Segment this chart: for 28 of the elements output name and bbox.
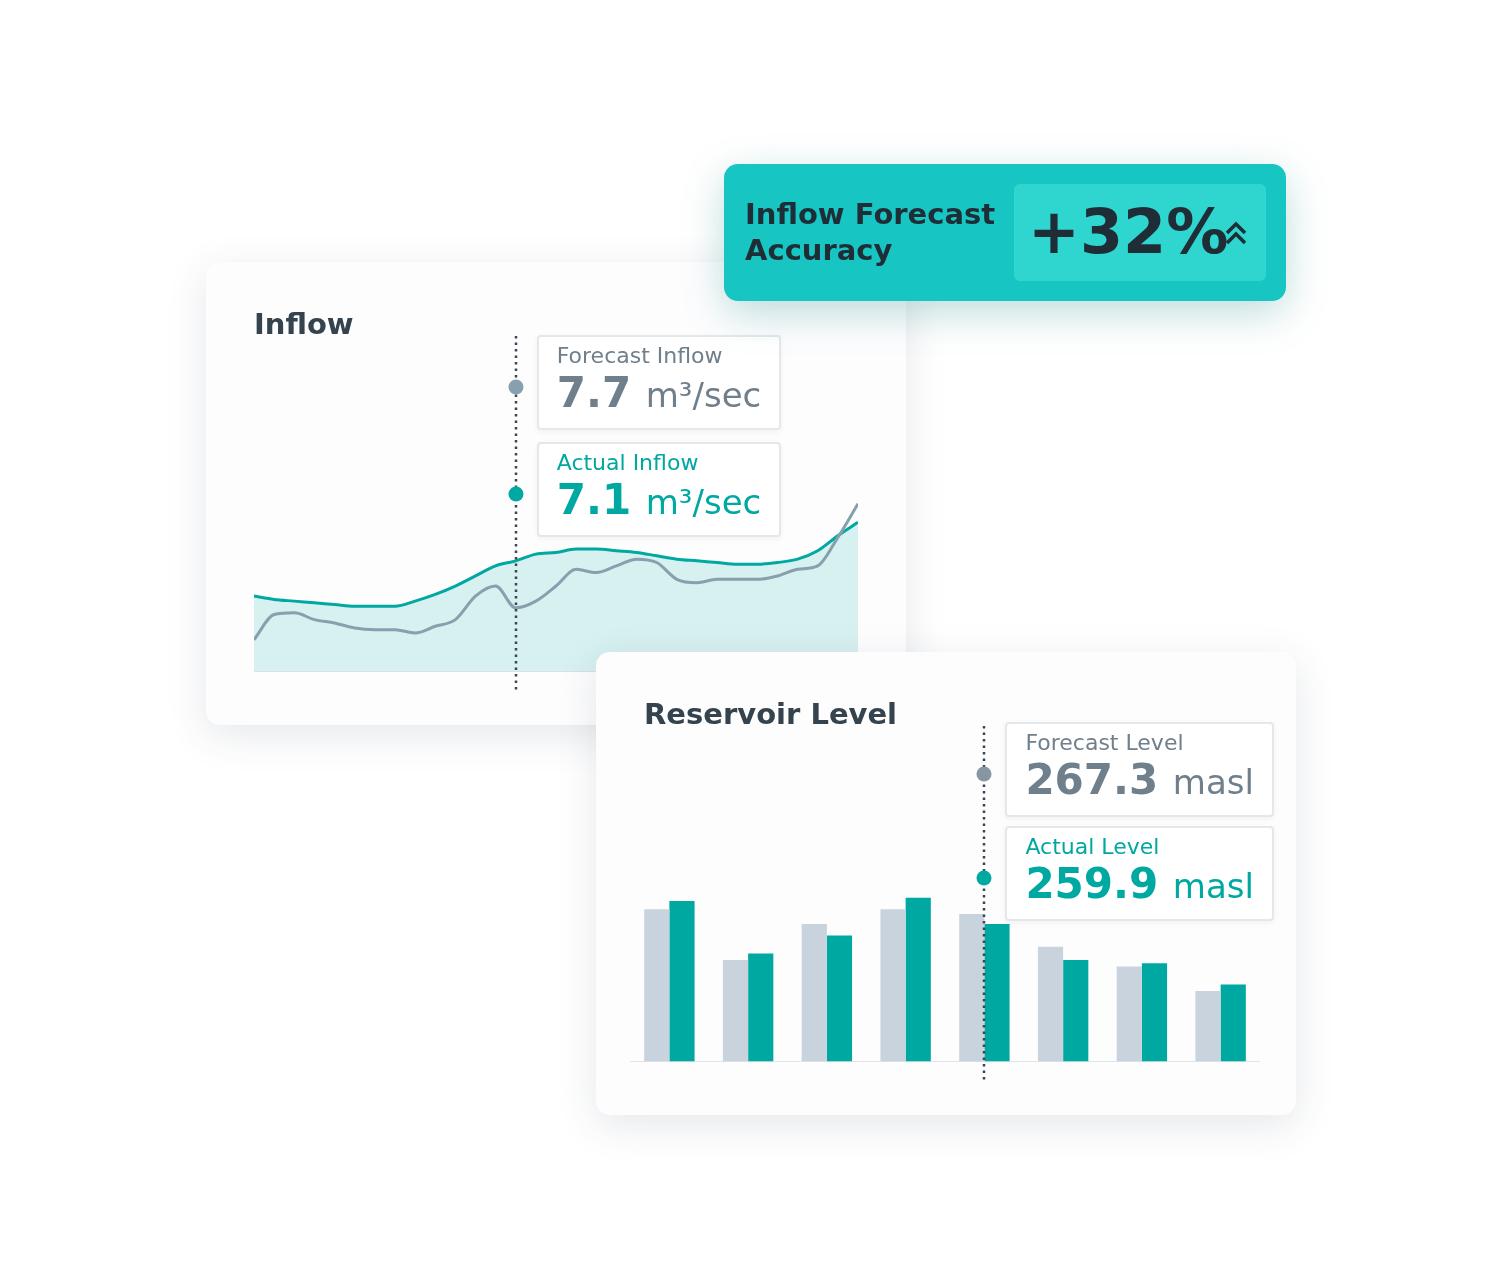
text: Actual Level bbox=[1025, 834, 1161, 859]
chart-title: Inflow bbox=[254, 307, 354, 341]
bar bbox=[1195, 991, 1221, 1062]
bar bbox=[722, 959, 749, 1062]
bar bbox=[644, 909, 670, 1062]
text: 267.3 masl bbox=[1025, 755, 1254, 806]
text: Actual Inflow bbox=[556, 450, 700, 475]
bar bbox=[748, 953, 774, 1062]
bar bbox=[905, 897, 931, 1062]
text: Forecast Level bbox=[1025, 730, 1185, 755]
text: Inflow Forecast Accuracy bbox=[745, 196, 997, 268]
bar bbox=[669, 900, 695, 1062]
text: Forecast Inflow bbox=[556, 343, 724, 368]
annotation: 259.9 masl bbox=[1025, 859, 1254, 910]
bar bbox=[1220, 984, 1246, 1062]
bar bbox=[801, 923, 827, 1062]
bar bbox=[826, 935, 853, 1062]
bar bbox=[959, 914, 985, 1062]
bar bbox=[880, 909, 906, 1062]
annotation: 7.1 m³/sec bbox=[556, 475, 762, 526]
bar bbox=[1141, 963, 1168, 1062]
chart-title: Reservoir Level bbox=[644, 697, 898, 731]
text: 7.7 m³/sec bbox=[556, 368, 762, 419]
bar bbox=[1037, 946, 1064, 1062]
bar bbox=[984, 923, 1010, 1062]
bar bbox=[1116, 966, 1142, 1062]
bar bbox=[1063, 959, 1089, 1062]
text: +32% bbox=[1028, 195, 1229, 268]
